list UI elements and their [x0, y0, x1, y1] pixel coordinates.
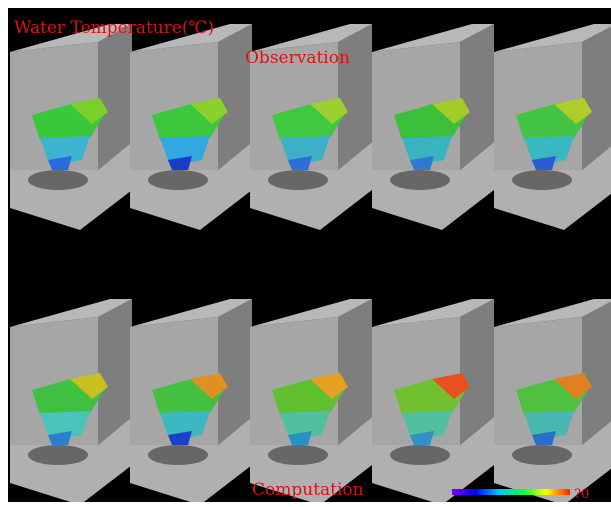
plume-body	[160, 136, 210, 166]
plume-warm-region	[190, 373, 228, 399]
figure-title: Water Temperature(℃)	[14, 18, 214, 38]
row-label-observation: Observation	[245, 48, 350, 68]
scene-panel	[130, 299, 252, 505]
row-label-computation: Computation	[252, 480, 364, 500]
scene-panel	[372, 299, 494, 505]
plume-body	[524, 136, 574, 166]
plume-warm-region	[554, 98, 592, 124]
scene-panel	[250, 299, 372, 505]
colorbar	[452, 489, 570, 495]
plume-body	[280, 136, 330, 166]
scene-top-edge	[372, 24, 494, 52]
scene-top-edge	[494, 299, 611, 327]
plume-shadow	[512, 445, 572, 465]
scene-panel	[494, 24, 611, 230]
plume-body	[40, 411, 90, 441]
scene-side-wall	[460, 24, 494, 170]
plume-bottom	[288, 431, 312, 445]
plume-bottom	[48, 156, 72, 170]
scene-top-edge	[250, 24, 372, 52]
colorbar-label: ?0	[574, 487, 589, 502]
scene-top-edge	[372, 299, 494, 327]
plume-bottom	[532, 431, 556, 445]
scene-side-wall	[460, 299, 494, 445]
plume-shadow	[28, 170, 88, 190]
plume-shadow	[390, 445, 450, 465]
plume-shadow	[268, 445, 328, 465]
scene-side-wall	[218, 299, 252, 445]
scene-panel	[130, 24, 252, 230]
scene-panel	[10, 299, 132, 505]
plume-shadow	[390, 170, 450, 190]
scene-top-edge	[494, 24, 611, 52]
plume-shadow	[268, 170, 328, 190]
plume-warm-region	[310, 98, 348, 124]
scene-panel	[10, 24, 132, 230]
plume-bottom	[532, 156, 556, 170]
plume-warm-region	[554, 373, 592, 399]
plume-warm-region	[190, 98, 228, 124]
plume-body	[280, 411, 330, 441]
plume-shadow	[28, 445, 88, 465]
scene-side-wall	[582, 301, 611, 445]
scene-top-edge	[130, 24, 252, 52]
plume-bottom	[48, 431, 72, 445]
plume-warm-region	[70, 98, 108, 124]
plume-warm-region	[432, 373, 470, 399]
plume-bottom	[410, 156, 434, 170]
plume-bottom	[410, 431, 434, 445]
plume-body	[402, 136, 452, 166]
scene-panel	[494, 299, 611, 505]
plume-shadow	[148, 445, 208, 465]
scene-top-edge	[10, 24, 132, 52]
scene-side-wall	[338, 24, 372, 170]
scene-top-edge	[130, 299, 252, 327]
scene-side-wall	[98, 24, 132, 170]
scene-side-wall	[218, 24, 252, 170]
scene-panel	[250, 24, 372, 230]
plume-warm-region	[70, 373, 108, 399]
scene-side-wall	[338, 299, 372, 445]
scene-side-wall	[582, 26, 611, 170]
plume-bottom	[168, 431, 192, 445]
plume-bottom	[288, 156, 312, 170]
plume-warm-region	[310, 373, 348, 399]
scene-top-edge	[250, 299, 372, 327]
plume-body	[40, 136, 90, 166]
scene-panel	[372, 24, 494, 230]
plume-body	[402, 411, 452, 441]
plume-shadow	[148, 170, 208, 190]
plume-body	[160, 411, 210, 441]
plume-shadow	[512, 170, 572, 190]
plume-body	[524, 411, 574, 441]
plume-warm-region	[432, 98, 470, 124]
panels-group	[10, 24, 611, 505]
plume-bottom	[168, 156, 192, 170]
scene-side-wall	[98, 299, 132, 445]
scene-top-edge	[10, 299, 132, 327]
